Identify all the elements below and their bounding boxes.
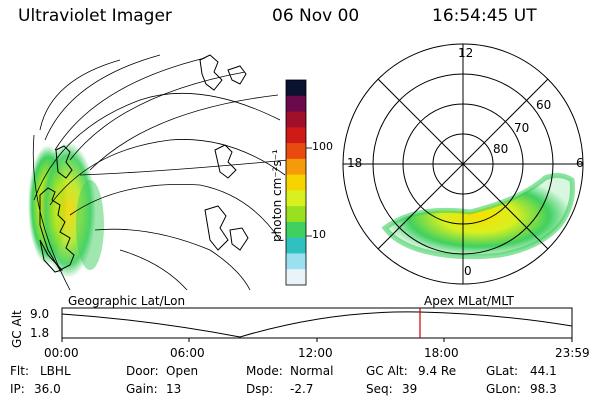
info-dsp-value: -2.7	[290, 382, 314, 396]
geographic-panel-label: Geographic Lat/Lon	[68, 294, 186, 308]
info-mode-key: Mode:	[246, 364, 283, 378]
mlt-18-label: 18	[347, 156, 363, 170]
colorbar-band	[286, 127, 306, 144]
info-gcalt-key: GC Alt:	[366, 364, 408, 378]
colorbar-band	[286, 253, 306, 270]
info-glon-key: GLon:	[486, 382, 521, 396]
timeline-ytick-min: 1.8	[30, 326, 50, 340]
info-gain-value: 13	[166, 382, 182, 396]
altitude-curve	[61, 311, 573, 338]
timeline-xtick-1800: 18:00	[424, 346, 459, 360]
colorbar-tick-100: 100	[312, 140, 333, 153]
time-label: 16:54:45 UT	[432, 6, 537, 26]
colorbar-band	[286, 269, 306, 286]
colorbar-band	[286, 143, 306, 160]
instrument-title: Ultraviolet Imager	[18, 6, 172, 26]
timeline-xtick-0600: 06:00	[170, 346, 205, 360]
info-flt-key: Flt:	[10, 364, 29, 378]
info-seq-key: Seq:	[366, 382, 393, 396]
colorbar-band	[286, 95, 306, 113]
colorbar-band	[286, 174, 306, 191]
auroral-oval	[385, 175, 573, 257]
colorbar-band	[286, 206, 306, 223]
polar-plot	[342, 43, 584, 285]
date-label: 06 Nov 00	[272, 6, 360, 26]
mlt-12-label: 12	[458, 46, 474, 60]
info-glat-value: 44.1	[530, 364, 557, 378]
colorbar-band	[286, 221, 306, 239]
colorbar-band	[286, 80, 306, 97]
mlat-60-label: 60	[536, 98, 552, 112]
timeline-xtick-0000: 00:00	[44, 346, 79, 360]
info-mode-value: Normal	[290, 364, 334, 378]
info-flt-value: LBHL	[40, 364, 71, 378]
colorbar-band	[286, 190, 306, 207]
mlat-70-label: 70	[514, 121, 530, 135]
timeline-ylabel: GC Alt	[10, 310, 24, 348]
info-gain-key: Gain:	[126, 382, 158, 396]
info-dsp-key: Dsp:	[246, 382, 274, 396]
info-glon-value: 98.3	[530, 382, 557, 396]
mlt-0-label: 0	[464, 264, 472, 278]
colorbar-band	[286, 111, 306, 128]
altitude-timeline	[61, 307, 573, 342]
timeline-xtick-2359: 23:59	[555, 346, 590, 360]
info-door-value: Open	[166, 364, 199, 378]
timeline-xtick-1200: 12:00	[298, 346, 333, 360]
colorbar-band	[286, 237, 306, 254]
info-ip-key: IP:	[10, 382, 25, 396]
mlt-6-label: 6	[576, 156, 584, 170]
colorbar-tick-10: 10	[312, 228, 326, 241]
mlat-80-label: 80	[493, 142, 509, 156]
apex-panel-label: Apex MLat/MLT	[424, 294, 514, 308]
timeline-ytick-max: 9.0	[30, 307, 50, 321]
colorbar-band	[286, 158, 306, 176]
geographic-map	[28, 54, 289, 290]
color-scale-bar	[286, 80, 306, 286]
info-gcalt-value: 9.4 Re	[418, 364, 457, 378]
info-ip-value: 36.0	[34, 382, 61, 396]
info-glat-key: GLat:	[486, 364, 519, 378]
colorbar-unit-label: photon cm⁻²s⁻¹	[270, 149, 284, 242]
info-seq-value: 39	[402, 382, 418, 396]
info-door-key: Door:	[126, 364, 159, 378]
